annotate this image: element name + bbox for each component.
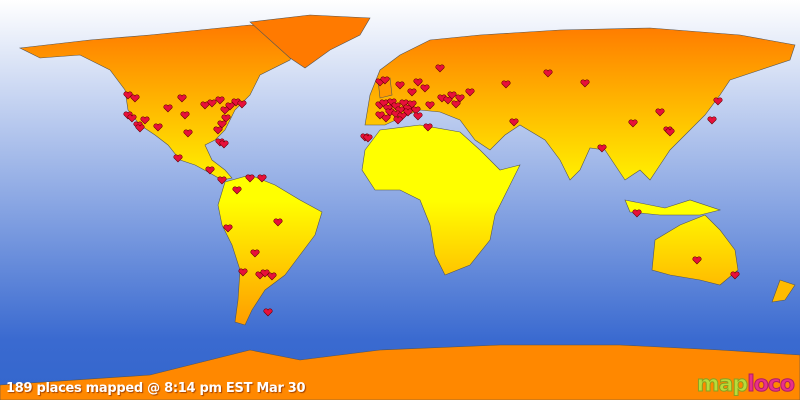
- heart-icon[interactable]: [263, 308, 273, 317]
- heart-icon[interactable]: [395, 106, 405, 115]
- heart-icon[interactable]: [730, 271, 740, 280]
- heart-icon[interactable]: [411, 106, 421, 115]
- heart-icon[interactable]: [207, 99, 217, 108]
- heart-icon[interactable]: [543, 69, 553, 78]
- australia: [651, 214, 739, 286]
- heart-icon[interactable]: [205, 166, 215, 175]
- antarctica: [0, 344, 800, 400]
- heart-icon[interactable]: [395, 81, 405, 90]
- heart-icon[interactable]: [420, 84, 430, 93]
- heart-icon[interactable]: [455, 94, 465, 103]
- new-zealand: [771, 279, 796, 303]
- heart-icon[interactable]: [232, 186, 242, 195]
- heart-icon[interactable]: [180, 111, 190, 120]
- greenland: [249, 14, 371, 69]
- heart-icon[interactable]: [423, 123, 433, 132]
- heart-icon[interactable]: [127, 114, 137, 123]
- heart-icon[interactable]: [425, 101, 435, 110]
- heart-icon[interactable]: [397, 112, 407, 121]
- heart-icon[interactable]: [130, 94, 140, 103]
- heart-icon[interactable]: [173, 154, 183, 163]
- heart-icon[interactable]: [713, 97, 723, 106]
- heart-icon[interactable]: [177, 94, 187, 103]
- heart-icon[interactable]: [257, 174, 267, 183]
- logo-part1: map: [696, 372, 749, 398]
- heart-icon[interactable]: [632, 209, 642, 218]
- marker-layer: [123, 64, 740, 317]
- heart-icon[interactable]: [140, 116, 150, 125]
- heart-icon[interactable]: [665, 128, 675, 137]
- heart-icon[interactable]: [123, 91, 133, 100]
- heart-icon[interactable]: [393, 116, 403, 125]
- africa: [361, 124, 521, 276]
- heart-icon[interactable]: [465, 88, 475, 97]
- heart-icon[interactable]: [375, 111, 385, 120]
- heart-icon[interactable]: [183, 129, 193, 138]
- heart-icon[interactable]: [215, 96, 225, 105]
- heart-icon[interactable]: [597, 144, 607, 153]
- heart-icon[interactable]: [387, 98, 397, 107]
- heart-icon[interactable]: [407, 100, 417, 109]
- heart-icon[interactable]: [163, 104, 173, 113]
- heart-icon[interactable]: [413, 78, 423, 87]
- heart-icon[interactable]: [692, 256, 702, 265]
- heart-icon[interactable]: [153, 123, 163, 132]
- heart-icon[interactable]: [501, 80, 511, 89]
- heart-icon[interactable]: [250, 249, 260, 258]
- heart-icon[interactable]: [509, 118, 519, 127]
- heart-icon[interactable]: [219, 140, 229, 149]
- south-america: [217, 174, 323, 326]
- heart-icon[interactable]: [363, 134, 373, 143]
- heart-icon[interactable]: [447, 91, 457, 100]
- heart-icon[interactable]: [225, 102, 235, 111]
- logo-part2: loco: [747, 372, 796, 398]
- heart-icon[interactable]: [391, 102, 401, 111]
- heart-icon[interactable]: [217, 176, 227, 185]
- heart-icon[interactable]: [380, 76, 390, 85]
- heart-icon[interactable]: [135, 124, 145, 133]
- heart-icon[interactable]: [451, 100, 461, 109]
- heart-icon[interactable]: [238, 268, 248, 277]
- heart-icon[interactable]: [403, 108, 413, 117]
- heart-icon[interactable]: [273, 218, 283, 227]
- heart-icon[interactable]: [260, 269, 270, 278]
- heart-icon[interactable]: [217, 120, 227, 129]
- heart-icon[interactable]: [435, 64, 445, 73]
- heart-icon[interactable]: [221, 114, 231, 123]
- heart-icon[interactable]: [628, 119, 638, 128]
- heart-icon[interactable]: [237, 100, 247, 109]
- heart-icon[interactable]: [245, 174, 255, 183]
- heart-icon[interactable]: [223, 224, 233, 233]
- maploco-logo[interactable]: maploco: [696, 372, 796, 398]
- heart-icon[interactable]: [580, 79, 590, 88]
- status-text: 189 places mapped @ 8:14 pm EST Mar 30: [6, 381, 306, 396]
- heart-icon[interactable]: [413, 112, 423, 121]
- heart-icon[interactable]: [655, 108, 665, 117]
- heart-icon[interactable]: [267, 272, 277, 281]
- heart-icon[interactable]: [407, 88, 417, 97]
- heart-icon[interactable]: [213, 126, 223, 135]
- heart-icon[interactable]: [707, 116, 717, 125]
- europe-asia: [364, 27, 796, 181]
